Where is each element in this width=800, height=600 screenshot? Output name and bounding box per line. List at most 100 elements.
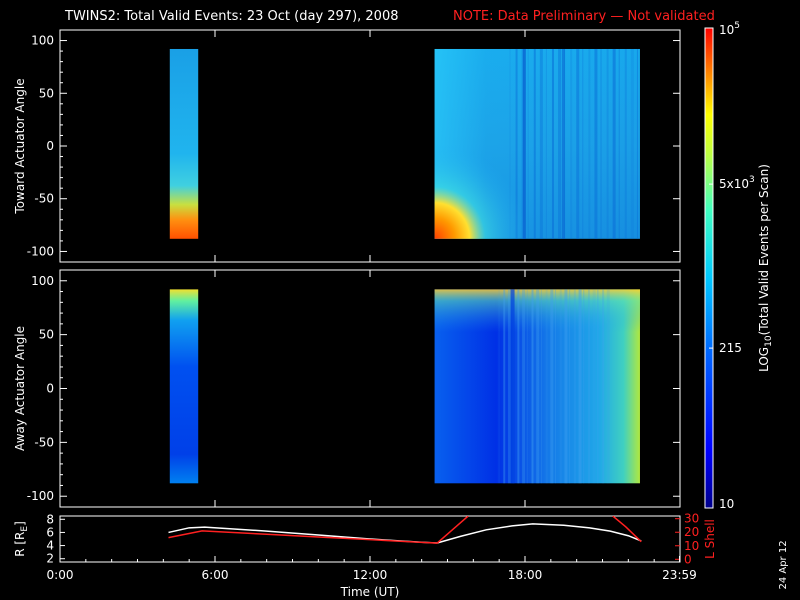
radius-tick-label-2: 4 [46,539,54,553]
away-block-streak [569,289,571,484]
date-stamp: 24 Apr 12 [778,540,789,589]
toward-block-streak [630,48,634,239]
away-ylabel: Away Actuator Angle [13,326,27,451]
ephemeris-series-0 [168,523,642,544]
time-tick-label-1: 6:00 [202,568,229,582]
toward-block-streak [600,48,602,239]
away-ytick-label-2: 0 [46,382,54,396]
away-block-fill [169,289,199,484]
away-block-streak [559,289,562,484]
colorbar-gradient [704,27,714,509]
lshell-tick-label-3: 0 [684,552,692,566]
ephemeris-lines [168,516,642,544]
away-block-top [434,289,640,484]
colorbar-tick-base: 10 [719,23,734,37]
toward-block-streak [545,48,547,239]
away-block-streak [602,289,605,484]
toward-ytick-label-4: -100 [27,244,54,258]
toward-block-streak [624,48,627,239]
toward-block-streak [594,48,598,239]
toward-block-streak [515,48,518,239]
toward-panel: 100 50 0 -50 -100 Toward Actuator Angle [13,29,681,263]
radius-tick-label-0: 8 [46,512,54,526]
toward-block-0 [169,48,199,239]
time-tick-label-0: 0:00 [47,568,74,582]
toward-y-ticks: 100 50 0 -50 -100 [27,30,681,262]
toward-ytick-label-0: 100 [31,34,54,48]
radius-tick-label-1: 6 [46,525,54,539]
toward-block-streak [636,48,638,239]
colorbar-tick-label-3: 10 [719,497,734,511]
toward-block-streak [551,48,554,239]
time-tick-label-3: 18:00 [508,568,543,582]
radius-label-end: ] [13,521,27,526]
preliminary-note: NOTE: Data Preliminary — Not validated [453,9,715,24]
toward-block-corner [434,143,528,239]
colorbar-tick-exp: 5 [734,21,740,31]
toward-block-streak [576,48,580,239]
toward-block-streak [606,48,609,239]
toward-block-streak [527,48,529,239]
away-y-ticks: 100 50 0 -50 -100 [27,270,681,507]
away-ytick-label-0: 100 [31,274,54,288]
time-tick-label-2: 12:00 [353,568,388,582]
lshell-tick-label-2: 10 [684,539,699,553]
lshell-tick-label-1: 20 [684,525,699,539]
away-ytick-label-3: -50 [34,435,54,449]
away-block-streak [545,289,548,484]
lshell-axis-label: L Shell [703,519,717,559]
toward-block-streak [509,48,511,239]
radius-tick-label-3: 2 [46,552,54,566]
ephemeris-series-2 [612,516,642,543]
away-block-streak [531,289,534,484]
toward-ylabel: Toward Actuator Angle [13,78,27,214]
plot-title: TWINS2: Total Valid Events: 23 Oct (day … [64,9,399,24]
away-block-streak [507,289,511,484]
toward-block-streak [570,48,573,239]
time-axis-label: Time (UT) [340,585,400,599]
colorbar-tick-base: 215 [719,341,742,355]
colorbar-label: LOG10(Total Valid Events per Scan) [757,164,774,372]
away-block-streak [517,289,520,484]
ephemeris-x-ticks: 0:00 6:00 12:00 18:00 23:59 [47,556,697,582]
toward-block-streak [558,48,562,239]
away-block-streak [606,289,610,484]
away-block-streak [503,289,506,484]
away-block-streak [564,289,568,484]
lshell-tick-label-0: 30 [684,512,699,526]
away-block-streak [573,289,576,484]
colorbar-tick-label-2: 215 [719,341,742,355]
radius-label-main: R [R [13,532,27,557]
away-block-streak-strong [510,289,515,484]
colorbar-tick-label-0: 105 [719,21,740,37]
away-block-streak [555,289,557,484]
away-block-1 [434,289,640,484]
colorbar-tick-base: 5x10 [719,177,749,191]
toward-block-streak-strong [561,48,565,239]
away-block-streak [592,289,596,484]
toward-block-fill [169,48,199,239]
colorbar-tick-exp: 3 [749,175,755,185]
away-block-streak [578,289,582,484]
toward-ytick-label-1: 50 [39,86,54,100]
toward-block-streak [588,48,591,239]
toward-block-streak [533,48,536,239]
toward-block-streak-strong [522,48,526,239]
away-data-blocks [169,289,640,484]
toward-ytick-label-2: 0 [46,139,54,153]
away-ytick-label-4: -100 [27,489,54,503]
toward-data-blocks [169,48,640,239]
away-block-streak [587,289,590,484]
toward-ytick-label-3: -50 [34,192,54,206]
toward-block-streak [612,48,616,239]
away-block-streak [583,289,585,484]
toward-block-streak [582,48,584,239]
away-ytick-label-1: 50 [39,328,54,342]
away-block-streak [498,289,500,484]
